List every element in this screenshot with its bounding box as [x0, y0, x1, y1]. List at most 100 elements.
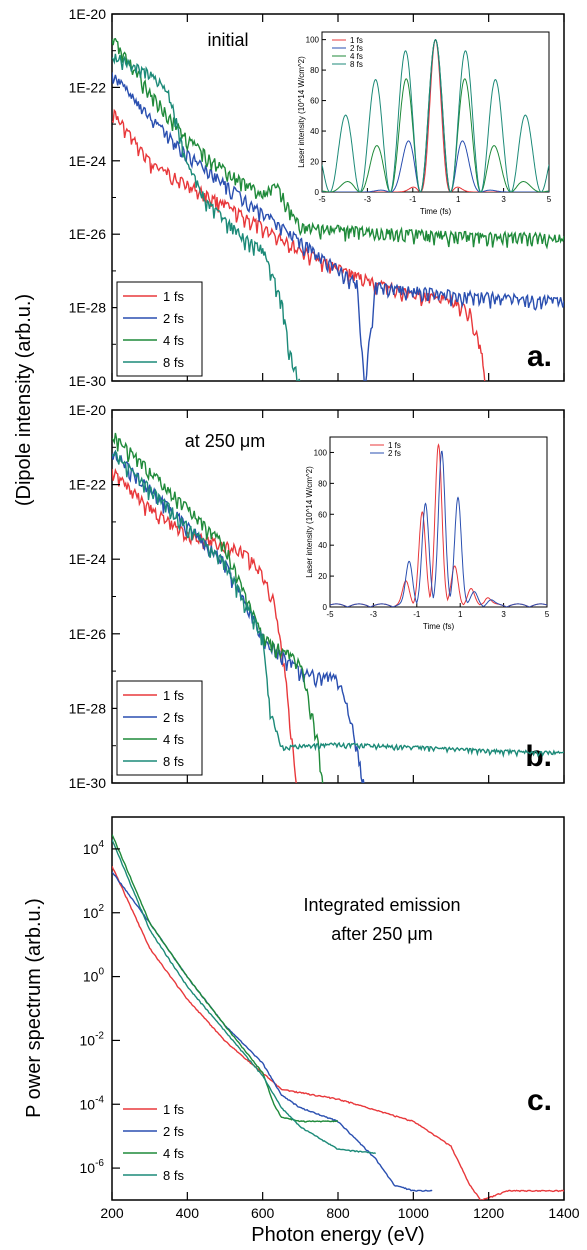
panel-c: Integrated emission after 250 μm c. 1041… — [23, 816, 580, 1246]
panel-a: initial a. 1E-20 1E-22 1E-24 1E-26 1E-28 1E-3… — [69, 6, 565, 389]
panel-c-frame — [111, 816, 565, 1201]
panel-c-xticks: 200 400 600 800 1000 1200 1400 — [100, 1192, 580, 1221]
legend-label-1fs: 1 fs — [163, 289, 184, 304]
panel-1-ytick-label: 1E-24 — [69, 551, 107, 567]
inset-xtick-label: -5 — [326, 610, 334, 619]
legend-label-1fs: 1 fs — [163, 688, 184, 703]
inset-xtick-label: -1 — [413, 610, 421, 619]
inset-curve-8fs — [322, 38, 549, 192]
panel-0-legend-box — [116, 281, 203, 377]
panel-b-title: at 250 μm — [185, 431, 265, 451]
panel-0-series-4fs-line — [112, 37, 564, 250]
panel-0-series-group — [112, 37, 564, 381]
inset-legend-label-1fs: 1 fs — [388, 441, 401, 450]
inset-legend-label-1fs: 1 fs — [350, 36, 363, 45]
panel-b-letter: b. — [525, 740, 552, 773]
panel-c-ylabel: P ower spectrum (arb.u.) — [23, 898, 45, 1118]
inset-ylabel: Laser intensity (10^14 W/cm^2) — [297, 56, 306, 168]
inset-curve-2fs — [330, 450, 547, 607]
legend-label-1fs: 1 fs — [163, 1102, 184, 1117]
panel-c-ytick-label-base: 10 — [83, 905, 99, 921]
panel-1-series-8fs-line — [112, 450, 564, 759]
panel-c-ytick-label-base: 10 — [80, 1160, 96, 1176]
inset-ytick-label: 40 — [310, 127, 319, 136]
legend-label-2fs: 2 fs — [163, 1124, 184, 1139]
inset-ylabel: Laser intensity (10^14 W/cm^2) — [305, 466, 314, 578]
inset-legend-label-2fs: 2 fs — [350, 44, 363, 53]
panel-c-xtick-label: 600 — [251, 1205, 275, 1221]
inset-ytick-label: 80 — [318, 479, 327, 488]
panel-c-ytick-label-base: 10 — [80, 1032, 96, 1048]
panel-c-title-line2: after 250 μm — [331, 924, 432, 944]
inset-ytick-label: 40 — [318, 541, 327, 550]
inset-legend-label-2fs: 2 fs — [388, 449, 401, 458]
panel-a-plot — [112, 37, 564, 381]
panel-c-xtick-label: 1200 — [473, 1205, 504, 1221]
inset-frame — [321, 31, 550, 193]
panel-2-series-8fs-line — [112, 839, 376, 1155]
inset-ytick-label: 0 — [315, 188, 320, 197]
panel-0-series-8fs-line — [112, 53, 301, 381]
panel-c-ytick-label-base: 10 — [83, 841, 99, 857]
panel-c-xlabel: Photon energy (eV) — [251, 1224, 424, 1246]
panel-2-series-4fs-line — [112, 834, 338, 1123]
panel-1-ytick-label: 1E-28 — [69, 700, 107, 716]
panel-1-ytick-label: 1E-20 — [69, 402, 107, 418]
panel-b-xtick-marks — [111, 410, 565, 783]
panel-c-ytick-label-exp: 2 — [98, 903, 104, 914]
inset-curves — [322, 38, 549, 192]
inset-xtick-label: 1 — [458, 610, 463, 619]
panel-0-ytick-label: 1E-30 — [69, 373, 107, 389]
inset-ytick-label: 80 — [310, 66, 319, 75]
inset-xtick-label: -5 — [318, 195, 326, 204]
panel-c-xtick-label: 1000 — [398, 1205, 429, 1221]
panel-0-ytick-label: 1E-26 — [69, 226, 107, 242]
panel-1-series-4fs-line — [112, 432, 324, 783]
panel-c-ytick-label-base: 10 — [83, 969, 99, 985]
panel-1-series-group — [112, 432, 564, 783]
inset-xtick-label: 1 — [456, 195, 461, 204]
panel-c-legend: 1 fs 2 fs 4 fs 8 fs — [123, 1102, 184, 1183]
panel-c-ytick-label-exp: -6 — [95, 1158, 104, 1169]
panel-1-ytick-label: 1E-22 — [69, 477, 107, 493]
inset-xtick-label: 3 — [501, 195, 506, 204]
panel-c-ytick-label: 10-2 — [80, 1030, 105, 1048]
panel-1-legend-box — [116, 680, 203, 776]
panel-c-ytick-label-exp: 4 — [98, 839, 104, 850]
panel-a-title: initial — [207, 30, 248, 50]
inset-curves — [330, 443, 547, 607]
panel-a-letter: a. — [527, 340, 552, 373]
panel-c-ytick-label-exp: 0 — [98, 967, 104, 978]
legend-label-8fs: 8 fs — [163, 754, 184, 769]
panel-c-ytick-label-exp: -4 — [95, 1094, 104, 1105]
panel-b-inset: -5 -3 -1 1 3 5 0 20 40 60 80 100 Time (fs) Laser inte… — [305, 436, 550, 631]
panel-c-xtick-label: 800 — [326, 1205, 350, 1221]
panel-0-ytick-label: 1E-20 — [69, 6, 107, 22]
inset-xlabel: Time (fs) — [423, 622, 455, 631]
panel-c-xtick-label: 1400 — [548, 1205, 579, 1221]
inset-ytick-label: 60 — [310, 97, 319, 106]
panel-c-ytick-label: 100 — [83, 967, 105, 985]
panel-0-ytick-label: 1E-22 — [69, 79, 107, 95]
panel-a-inset: -5 -3 -1 1 3 5 0 20 40 60 80 100 Time (fs) Laser inte… — [297, 31, 552, 216]
panel-2-series-2fs-line — [112, 871, 433, 1192]
legend-label-8fs: 8 fs — [163, 1168, 184, 1183]
inset-xtick-label: 3 — [501, 610, 506, 619]
inset-xlabel: Time (fs) — [420, 207, 452, 216]
panel-c-xtick-label: 200 — [100, 1205, 124, 1221]
panel-b-yticks: 1E-20 1E-22 1E-24 1E-26 1E-28 1E-30 — [69, 402, 120, 791]
panel-c-title-line1: Integrated emission — [303, 895, 460, 915]
inset-ytick-label: 20 — [310, 158, 319, 167]
inset-ytick-label: 60 — [318, 510, 327, 519]
panel-c-letter: c. — [527, 1084, 552, 1117]
inset-legend-label-4fs: 4 fs — [350, 52, 363, 61]
panel-a-yticks: 1E-20 1E-22 1E-24 1E-26 1E-28 1E-30 — [69, 6, 120, 389]
legend-label-4fs: 4 fs — [163, 333, 184, 348]
inset-ytick-label: 100 — [314, 448, 328, 457]
inset-xtick-label: 5 — [547, 195, 552, 204]
panel-b-legend: 1 fs 2 fs 4 fs 8 fs — [116, 680, 203, 776]
panel-c-ytick-label: 104 — [83, 839, 105, 857]
panel-c-xtick-label: 400 — [176, 1205, 200, 1221]
